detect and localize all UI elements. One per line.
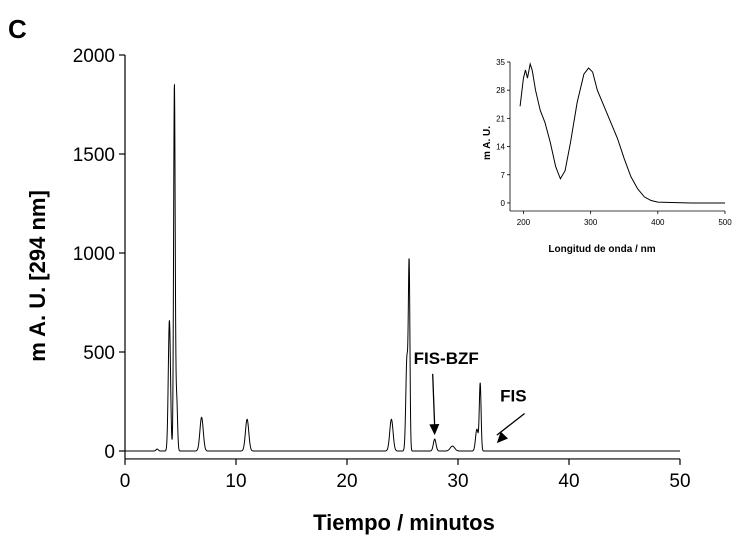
main-y-tick-label-2: 1000 (73, 244, 115, 265)
inset-y-tick-label-3: 21 (496, 114, 505, 123)
main-y-ticks: 0 500 1000 1500 2000 (73, 46, 125, 463)
annotation-label-1: FIS (500, 387, 526, 406)
main-x-tick-label-2: 20 (336, 471, 357, 492)
main-y-tick-label-3: 1500 (73, 145, 115, 166)
main-x-axis-label: Tiempo / minutos (313, 510, 495, 535)
main-y-tick-label-4: 2000 (73, 46, 115, 67)
main-x-tick-label-1: 10 (225, 471, 246, 492)
inset-y-tick-label-1: 7 (501, 171, 506, 180)
inset-x-tick-label-1: 300 (584, 218, 598, 227)
inset-x-tick-label-3: 500 (718, 218, 732, 227)
inset-x-tick-label-2: 400 (651, 218, 665, 227)
annotation-arrowhead-1 (496, 431, 509, 444)
main-x-tick-label-3: 30 (447, 471, 468, 492)
annotation-arrow-0 (432, 373, 436, 428)
annotation-label-0: FIS-BZF (414, 349, 479, 368)
main-x-ticks: 0 10 20 30 40 50 (120, 458, 691, 492)
panel-label: C (8, 14, 27, 44)
annotation-arrow-1 (496, 412, 525, 436)
inset-x-axis-label: Longitud de onda / nm (548, 244, 655, 255)
inset-x-tick-label-0: 200 (517, 218, 531, 227)
main-y-axis-label: m A. U. [294 nm] (25, 190, 50, 362)
main-y-tick-label-0: 0 (104, 442, 115, 463)
inset-chart: 0 7 14 21 28 35 200 300 400 500 Longitud de onda… (482, 58, 732, 255)
inset-y-ticks: 0 7 14 21 28 35 (496, 58, 510, 208)
inset-y-tick-label-0: 0 (501, 199, 506, 208)
main-x-tick-label-4: 40 (558, 471, 579, 492)
inset-x-ticks: 200 300 400 500 (517, 211, 732, 227)
main-x-tick-label-5: 50 (669, 471, 690, 492)
main-x-tick-label-0: 0 (120, 471, 131, 492)
inset-y-tick-label-2: 14 (496, 143, 505, 152)
spectrum-trace (519, 62, 725, 204)
peak-annotations: FIS-BZF FIS (414, 349, 527, 444)
chromatogram-trace (125, 84, 680, 452)
main-y-tick-label-1: 500 (83, 343, 115, 364)
inset-y-tick-label-5: 35 (496, 58, 505, 67)
inset-y-tick-label-4: 28 (496, 86, 505, 95)
annotation-arrowhead-0 (429, 424, 440, 436)
inset-y-axis-label: m A. U. (482, 126, 493, 160)
